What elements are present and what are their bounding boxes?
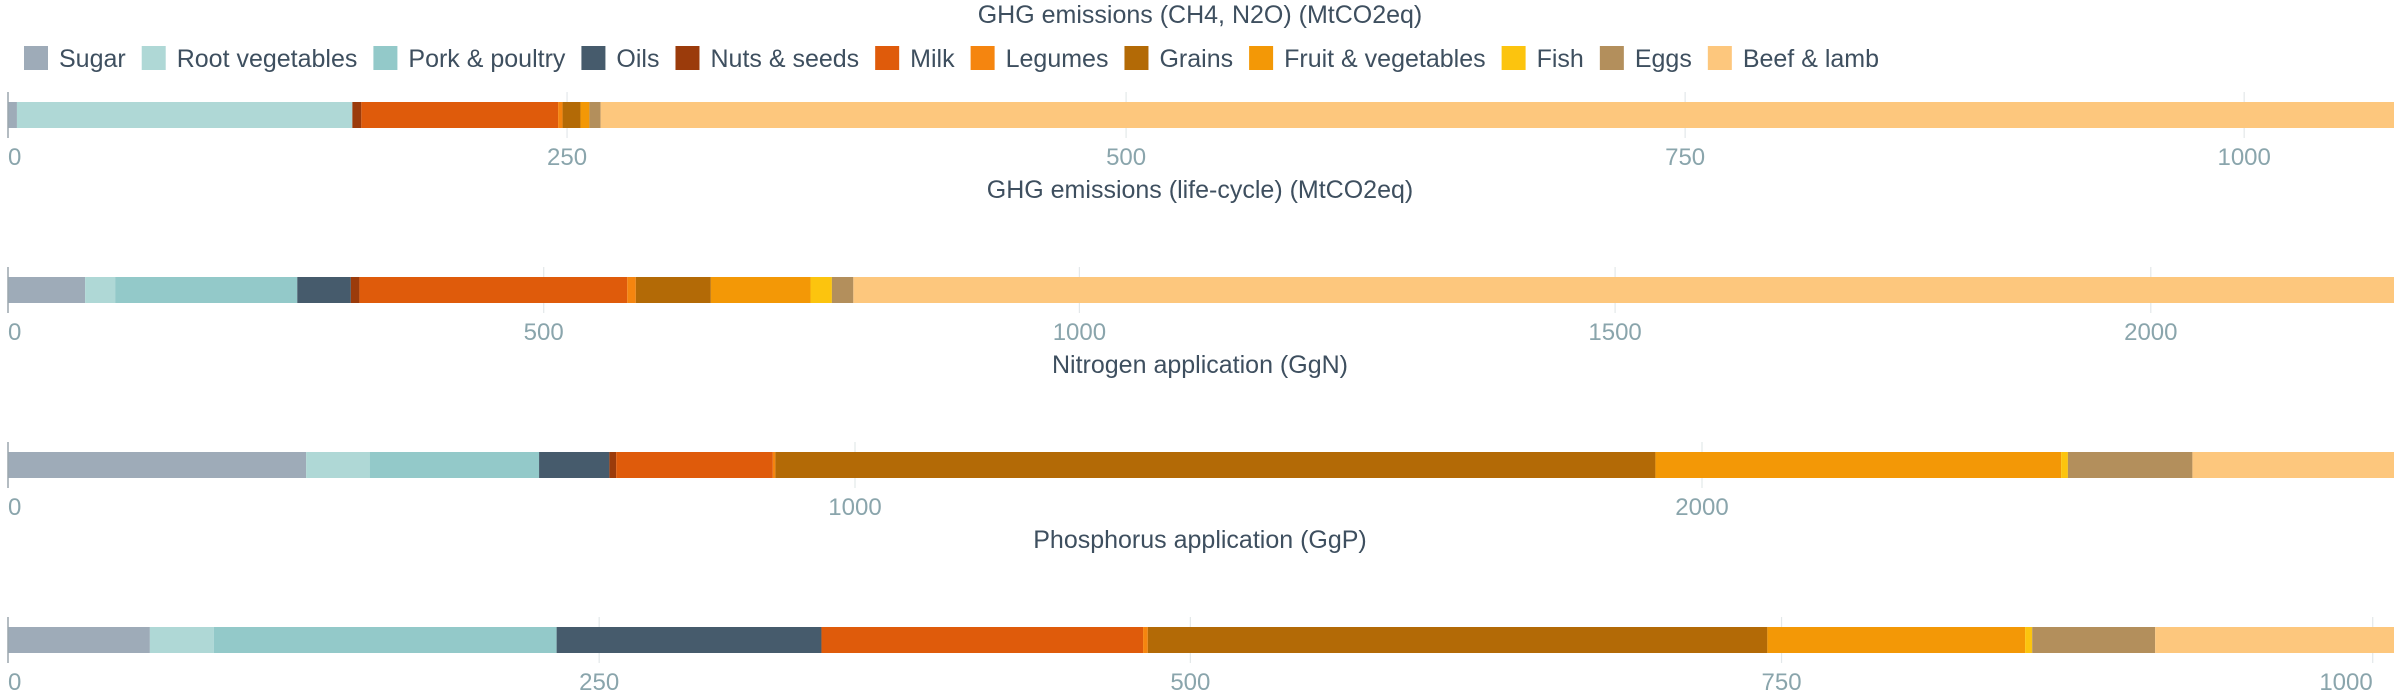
legend-label-pork-and-poultry: Pork & poultry <box>408 45 566 73</box>
panel-4-bar-beef-and-lamb <box>2155 627 2394 653</box>
panel-4-tick-label-250: 250 <box>579 669 619 696</box>
panel-1-bar-root-vegetables <box>16 102 353 128</box>
legend-swatch-milk <box>875 46 900 70</box>
panel-3-bar-milk <box>616 452 773 478</box>
legend-label-sugar: Sugar <box>59 45 126 73</box>
legend-swatch-root-vegetables <box>141 46 166 70</box>
panel-1-tick-label-0: 0 <box>8 144 21 171</box>
legend-label-fish: Fish <box>1537 45 1584 73</box>
legend-label-root-vegetables: Root vegetables <box>177 45 358 73</box>
panel-1-bar-beef-and-lamb <box>600 102 2394 128</box>
panel-4-tick-label-0: 0 <box>8 669 21 696</box>
panel-3-bar-eggs <box>2067 452 2193 478</box>
panel-2-bar-milk <box>359 277 628 303</box>
panel-1-bar-grains <box>562 102 581 128</box>
panel-4-tick-label-500: 500 <box>1170 669 1210 696</box>
legend-label-fruit-and-vegetables: Fruit & vegetables <box>1284 45 1486 73</box>
panel-1-bar-nuts-and-seeds <box>352 102 362 128</box>
panel-2-bar-nuts-and-seeds <box>350 277 360 303</box>
panel-4-tick-label-750: 750 <box>1762 669 1802 696</box>
panel-4-bar-grains <box>1147 627 1768 653</box>
legend-swatch-pork-and-poultry <box>373 46 398 70</box>
panel-1-bar-eggs <box>589 102 601 128</box>
panel-2-title: GHG emissions (life-cycle) (MtCO2eq) <box>987 176 1413 204</box>
panel-4-title: Phosphorus application (GgP) <box>1033 526 1367 554</box>
legend-swatch-fish <box>1501 46 1526 70</box>
panel-1-tick-label-750: 750 <box>1665 144 1705 171</box>
legend-label-beef-and-lamb: Beef & lamb <box>1743 45 1879 73</box>
panel-3-tick-label-0: 0 <box>8 494 21 521</box>
legend-label-milk: Milk <box>910 45 955 73</box>
panel-2-tick-label-1000: 1000 <box>1053 319 1106 346</box>
panel-1-bar-milk <box>361 102 559 128</box>
legend-swatch-grains <box>1124 46 1149 70</box>
panel-1-tick-label-500: 500 <box>1106 144 1146 171</box>
panel-4-bar-fruit-and-vegetables <box>1767 627 2026 653</box>
panel-4-bar-fish <box>2025 627 2033 653</box>
legend-swatch-eggs <box>1599 46 1624 70</box>
legend-swatch-sugar <box>24 46 48 70</box>
panel-2-tick-label-2000: 2000 <box>2124 319 2177 346</box>
panel-4-bar-eggs <box>2032 627 2156 653</box>
legend-label-legumes: Legumes <box>1006 45 1109 73</box>
panel-4-tick-label-1000: 1000 <box>2319 669 2372 696</box>
legend-label-grains: Grains <box>1159 45 1233 73</box>
legend-swatch-beef-and-lamb <box>1707 46 1732 70</box>
panel-3-bar-nuts-and-seeds <box>609 452 617 478</box>
panel-3-title: Nitrogen application (GgN) <box>1052 351 1348 379</box>
panel-4-bar-oils <box>556 627 822 653</box>
panel-3-bar-pork-and-poultry <box>369 452 540 478</box>
legend-swatch-legumes <box>970 46 995 70</box>
panel-2-bar-fruit-and-vegetables <box>710 277 811 303</box>
panel-2-bar-oils <box>297 277 351 303</box>
panel-1-bar-fruit-and-vegetables <box>580 102 590 128</box>
panel-4-bar-sugar <box>8 627 150 653</box>
panel-2-bar-root-vegetables <box>85 277 116 303</box>
panel-2-bar-sugar <box>8 277 86 303</box>
panel-4-bar-pork-and-poultry <box>213 627 557 653</box>
legend-label-eggs: Eggs <box>1635 45 1692 73</box>
panel-3-tick-label-1000: 1000 <box>828 494 881 521</box>
panel-4-bar-legumes <box>1143 627 1148 653</box>
panel-2-tick-label-500: 500 <box>524 319 564 346</box>
panel-3-bar-legumes <box>772 452 776 478</box>
panel-4-bar-milk <box>821 627 1144 653</box>
panel-1-tick-label-1000: 1000 <box>2217 144 2270 171</box>
panel-2-tick-label-1500: 1500 <box>1588 319 1641 346</box>
panel-4-bar-root-vegetables <box>149 627 214 653</box>
panel-3-bar-fish <box>2061 452 2068 478</box>
panel-2-bar-pork-and-poultry <box>115 277 298 303</box>
panel-1-bar-sugar <box>8 102 17 128</box>
panel-1-bar-legumes <box>558 102 563 128</box>
panel-2-bar-fish <box>810 277 832 303</box>
panel-1-title: GHG emissions (CH4, N2O) (MtCO2eq) <box>978 1 1423 29</box>
panel-2-bar-legumes <box>627 277 636 303</box>
panel-3-bar-grains <box>775 452 1656 478</box>
legend-label-nuts-and-seeds: Nuts & seeds <box>710 45 859 73</box>
panel-3-bar-fruit-and-vegetables <box>1655 452 2062 478</box>
panel-3-bar-root-vegetables <box>306 452 370 478</box>
panel-2-bar-grains <box>635 277 711 303</box>
panel-1-tick-label-250: 250 <box>547 144 587 171</box>
legend-swatch-nuts-and-seeds <box>675 46 700 70</box>
panel-2-tick-label-0: 0 <box>8 319 21 346</box>
panel-2-bar-beef-and-lamb <box>853 277 2395 303</box>
panel-3-bar-oils <box>539 452 610 478</box>
legend-swatch-oils <box>581 46 606 70</box>
panel-3-bar-beef-and-lamb <box>2192 452 2394 478</box>
legend-label-oils: Oils <box>616 45 659 73</box>
panel-2-bar-eggs <box>831 277 854 303</box>
panel-3-tick-label-2000: 2000 <box>1675 494 1728 521</box>
legend-swatch-fruit-and-vegetables <box>1249 46 1274 70</box>
panel-3-bar-sugar <box>8 452 307 478</box>
